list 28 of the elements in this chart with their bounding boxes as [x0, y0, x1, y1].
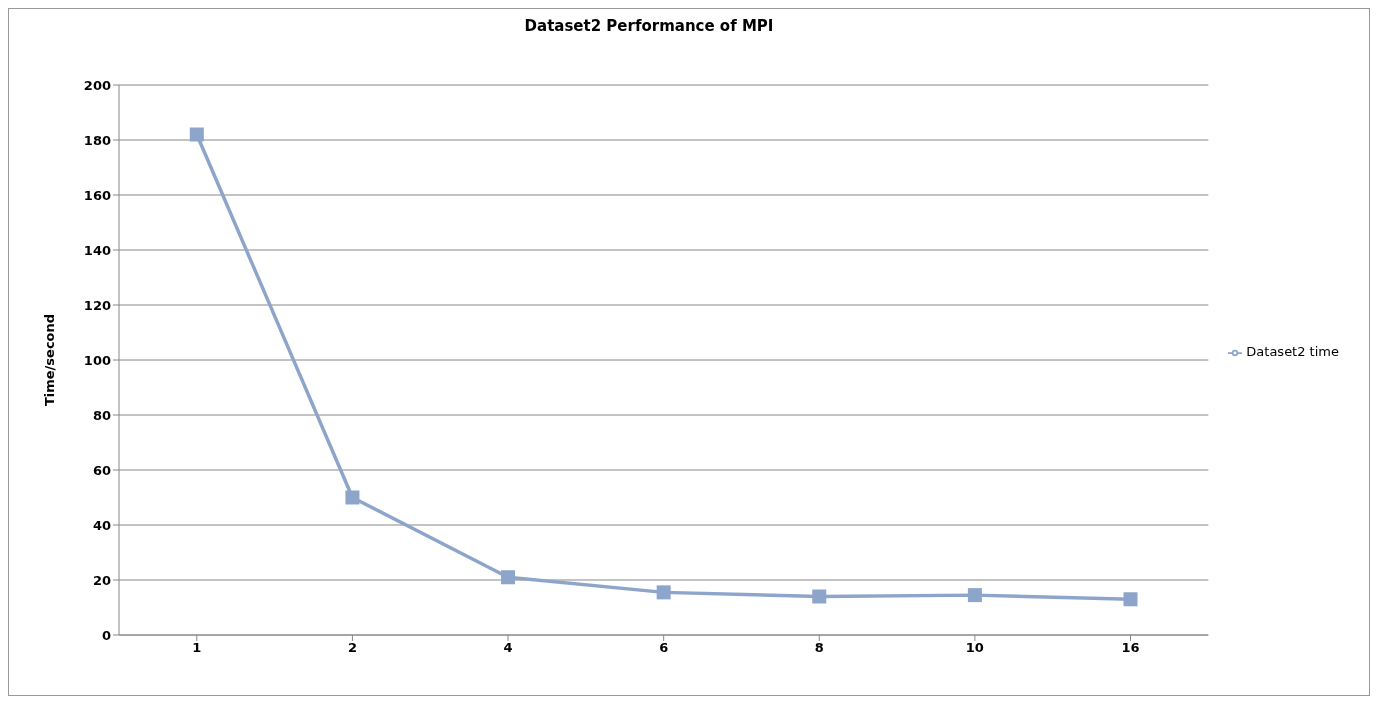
- y-tick-label: 80: [92, 407, 111, 423]
- y-tick-label: 140: [83, 242, 111, 258]
- y-tick-label: 0: [101, 627, 111, 643]
- y-tick-label: 160: [83, 187, 111, 203]
- y-tick-label: 120: [83, 297, 111, 313]
- y-tick-label: 200: [83, 77, 111, 93]
- point: [189, 127, 204, 142]
- x-tick-label: 4: [503, 640, 513, 656]
- x-tick-label: 1: [192, 640, 202, 656]
- x-tick-label: 6: [659, 640, 669, 656]
- point: [656, 585, 671, 600]
- y-tick-label: 100: [83, 352, 111, 368]
- x-tick-label: 10: [965, 640, 984, 656]
- point: [345, 490, 360, 505]
- point: [812, 589, 827, 604]
- x-tick-label: 16: [1121, 640, 1140, 656]
- legend-label: Dataset2 time: [1246, 344, 1339, 360]
- y-axis-title: Time/second: [41, 313, 57, 407]
- y-tick-label: 60: [92, 462, 111, 478]
- y-tick-label: 20: [92, 572, 111, 588]
- point: [1123, 592, 1138, 607]
- point: [501, 570, 516, 585]
- chart-title: Dataset2 Performance of MPI: [523, 17, 775, 35]
- x-tick-label: 8: [814, 640, 824, 656]
- y-tick-label: 40: [92, 517, 111, 533]
- x-tick-label: 2: [347, 640, 357, 656]
- y-tick-label: 180: [83, 132, 111, 148]
- point: [967, 588, 982, 603]
